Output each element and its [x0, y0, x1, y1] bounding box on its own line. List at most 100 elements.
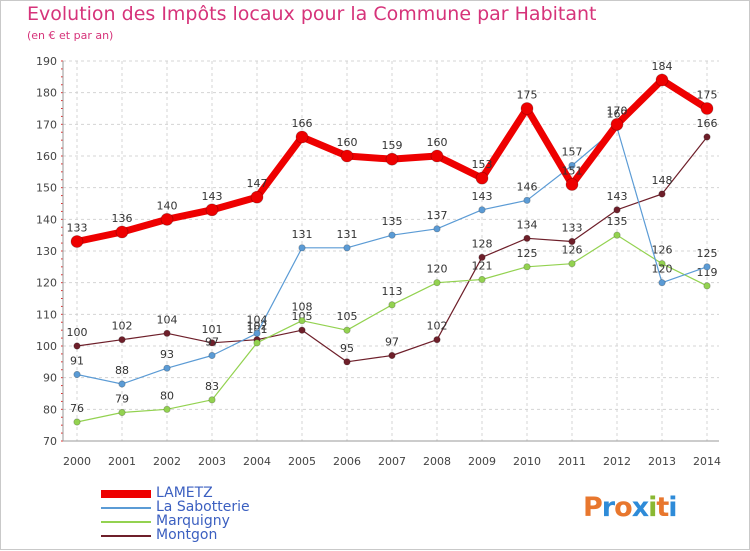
data-point-montgon [433, 336, 441, 344]
data-point-marquigny [703, 282, 711, 290]
data-label-la-sabotterie: 137 [427, 209, 448, 222]
data-label-la-sabotterie: 135 [382, 215, 403, 228]
data-point-montgon [523, 234, 531, 242]
data-point-la-sabotterie [343, 244, 351, 252]
data-point-la-sabotterie [568, 161, 576, 170]
data-point-marquigny [388, 301, 396, 309]
legend-label: LAMETZ [156, 485, 213, 501]
data-label-marquigny: 125 [517, 247, 538, 260]
legend-swatch [101, 521, 151, 523]
data-label-montgon: 133 [562, 222, 583, 235]
data-point-lametz [610, 117, 624, 131]
y-tick-label: 150 [36, 182, 57, 195]
data-point-lametz [520, 102, 534, 115]
data-label-la-sabotterie: 104 [247, 313, 268, 326]
data-point-la-sabotterie [523, 196, 531, 204]
data-point-lametz [385, 152, 399, 166]
data-label-montgon: 105 [292, 310, 313, 323]
x-tick-label: 2003 [198, 455, 226, 468]
data-point-lametz [430, 149, 444, 163]
x-tick-label: 2013 [648, 455, 676, 468]
data-point-lametz [250, 190, 264, 204]
x-tick-label: 2014 [693, 455, 721, 468]
data-point-montgon [478, 253, 486, 261]
data-label-lametz: 160 [427, 136, 448, 149]
legend-label: Montgon [156, 527, 218, 543]
data-point-montgon [163, 329, 171, 337]
data-label-lametz: 153 [472, 158, 493, 171]
data-point-montgon [703, 133, 711, 141]
data-label-lametz: 140 [157, 199, 178, 212]
data-point-lametz [475, 171, 489, 185]
legend-swatch [101, 490, 151, 498]
legend-swatch [101, 535, 151, 537]
data-point-la-sabotterie [433, 225, 441, 233]
x-tick-label: 2010 [513, 455, 541, 468]
data-point-marquigny [163, 405, 171, 413]
data-label-la-sabotterie: 88 [115, 364, 129, 377]
data-label-marquigny: 126 [652, 244, 673, 257]
y-tick-label: 100 [36, 340, 57, 353]
data-point-marquigny [208, 396, 216, 404]
y-tick-label: 80 [43, 403, 57, 416]
data-label-lametz: 133 [67, 222, 88, 235]
logo-letter: i [648, 492, 657, 523]
data-point-la-sabotterie [73, 370, 81, 379]
data-label-la-sabotterie: 97 [205, 336, 219, 349]
data-point-lametz [340, 149, 354, 163]
data-label-la-sabotterie: 125 [697, 247, 718, 260]
data-label-la-sabotterie: 131 [337, 228, 358, 241]
data-point-la-sabotterie [298, 244, 306, 252]
data-label-montgon: 148 [652, 174, 673, 187]
data-point-montgon [568, 237, 576, 246]
logo-letter: x [631, 492, 649, 523]
data-point-montgon [73, 342, 81, 350]
x-tick-label: 2009 [468, 455, 496, 468]
data-point-lametz [160, 212, 174, 226]
logo-letter: t [656, 492, 669, 523]
legend-item: LAMETZ [101, 485, 321, 501]
chart-subtitle: (en € et par an) [27, 29, 114, 42]
legend-label: La Sabotterie [156, 499, 250, 515]
data-point-marquigny [118, 408, 126, 417]
data-point-marquigny [523, 263, 531, 271]
logo-letter: P [583, 492, 603, 523]
data-point-montgon [343, 358, 351, 366]
x-tick-label: 2002 [153, 455, 181, 468]
data-point-montgon [298, 326, 306, 334]
data-label-lametz: 151 [562, 165, 583, 178]
data-point-lametz [205, 203, 219, 217]
data-point-marquigny [343, 326, 351, 334]
data-label-la-sabotterie: 143 [472, 190, 493, 203]
data-label-lametz: 184 [652, 60, 673, 73]
data-label-montgon: 100 [67, 326, 88, 339]
x-tick-label: 2000 [63, 455, 91, 468]
data-point-la-sabotterie [163, 364, 171, 372]
data-label-montgon: 166 [697, 117, 718, 130]
data-point-la-sabotterie [118, 380, 126, 388]
y-tick-label: 90 [43, 372, 57, 385]
x-tick-label: 2012 [603, 455, 631, 468]
data-point-la-sabotterie [253, 329, 261, 337]
data-label-lametz: 159 [382, 139, 403, 152]
data-label-lametz: 166 [292, 117, 313, 130]
x-tick-label: 2005 [288, 455, 316, 468]
legend-swatch [101, 507, 151, 509]
legend-item: Montgon [101, 527, 321, 543]
data-point-marquigny [613, 231, 621, 239]
y-tick-label: 120 [36, 277, 57, 290]
data-label-lametz: 170 [607, 104, 628, 117]
data-label-montgon: 101 [202, 323, 223, 336]
y-tick-label: 170 [36, 118, 57, 131]
data-label-lametz: 143 [202, 190, 223, 203]
data-label-montgon: 102 [427, 320, 448, 333]
legend-label: Marquigny [156, 513, 230, 529]
x-tick-label: 2008 [423, 455, 451, 468]
logo-letter: i [668, 492, 677, 523]
data-point-la-sabotterie [208, 351, 216, 360]
data-label-marquigny: 101 [247, 323, 268, 336]
data-point-lametz [70, 235, 84, 248]
y-tick-label: 130 [36, 245, 57, 258]
data-label-marquigny: 113 [382, 285, 403, 298]
